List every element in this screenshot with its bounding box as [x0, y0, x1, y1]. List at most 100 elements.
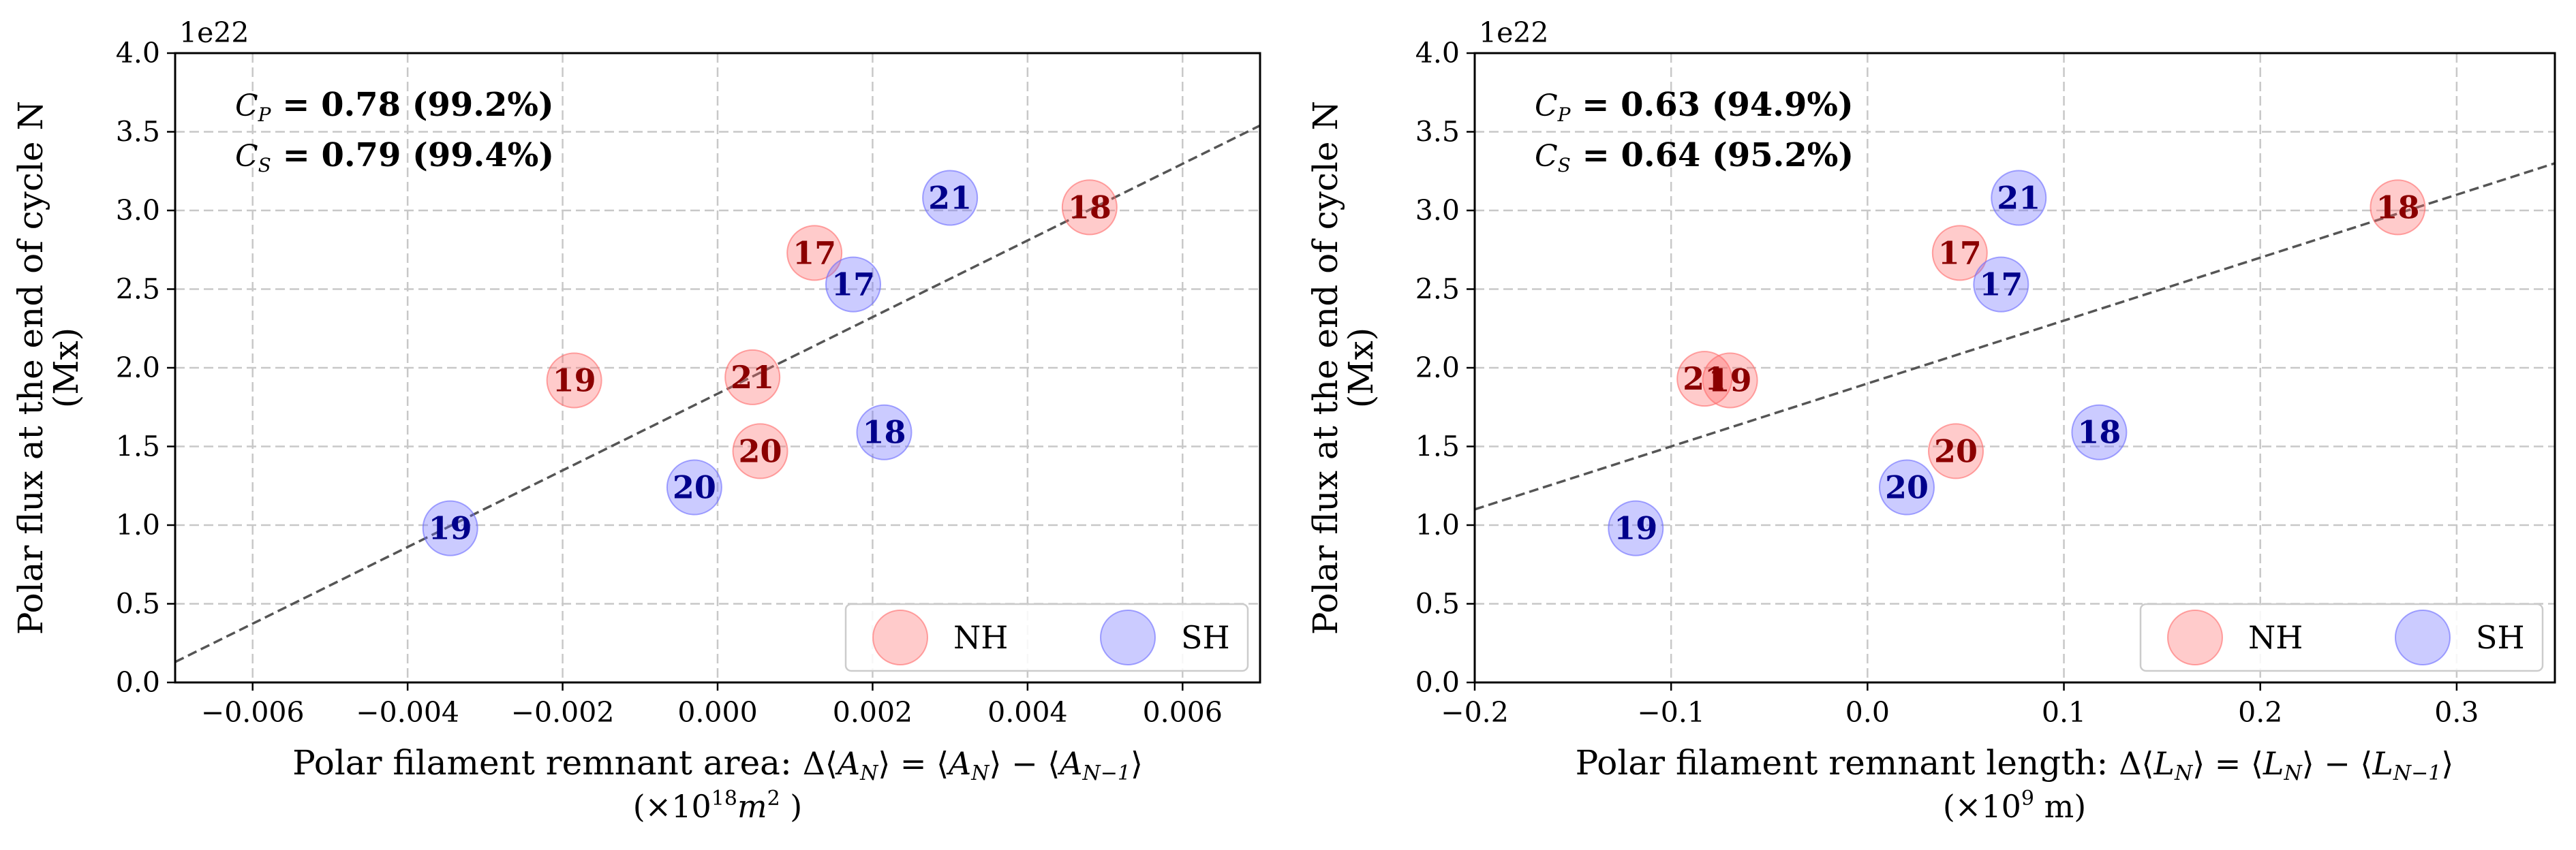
y-tick-label: 3.5 — [1415, 116, 1460, 148]
point-label-sh-21: 21 — [928, 180, 972, 217]
data-point-nh-18 — [1061, 179, 1118, 236]
x-tick-label: 0.002 — [833, 696, 913, 729]
y-tick-label: 3.0 — [116, 194, 160, 227]
x-tick-label: −0.002 — [511, 696, 615, 729]
x-axis-unit: (×109 m) — [1943, 787, 2086, 825]
y-tick-label: 1.5 — [1415, 430, 1460, 463]
legend-label-sh: SH — [1181, 619, 1230, 656]
y-offset-label: 1e22 — [1479, 16, 1549, 49]
x-axis-label: Polar filament remnant length: Δ⟨LN⟩ = ⟨… — [1576, 743, 2454, 785]
x-axis-ticks: −0.006 −0.004 −0.002 0.000 0.002 0.004 0.006 — [201, 682, 1223, 729]
y-tick-label: 2.0 — [1415, 351, 1460, 384]
data-point-sh-20 — [666, 459, 722, 516]
x-axis-ticks: −0.2 −0.1 0.0 0.1 0.2 0.3 — [1441, 682, 2479, 729]
data-point-sh-20 — [1879, 459, 1935, 516]
y-axis-unit: (Mx) — [1341, 328, 1381, 408]
chart-panel-1: 17 18 19 20 21 17 18 19 20 21 −0.006 −0.004 −0.002 0.… — [11, 16, 1261, 825]
y-tick-label: 0.0 — [1415, 666, 1460, 699]
data-point-nh-19 — [546, 352, 602, 409]
x-tick-label: 0.2 — [2238, 696, 2282, 729]
legend-box — [2139, 603, 2544, 672]
point-label-nh-19: 19 — [553, 362, 596, 398]
data-point-sh-18 — [2071, 404, 2128, 460]
y-axis-label: Polar flux at the end of cycle N — [11, 101, 50, 635]
data-point-sh-19 — [1608, 500, 1664, 556]
point-label-sh-18: 18 — [862, 414, 906, 451]
x-tick-label: 0.0 — [1845, 696, 1890, 729]
point-label-nh-20: 20 — [739, 432, 782, 469]
data-points — [422, 170, 1118, 556]
point-label-sh-20: 20 — [1885, 469, 1929, 506]
x-tick-label: −0.1 — [1637, 696, 1705, 729]
legend-label-sh: SH — [2476, 619, 2525, 656]
point-label-nh-21: 21 — [731, 359, 774, 396]
y-tick-label: 2.0 — [116, 351, 160, 384]
y-tick-label: 0.5 — [116, 588, 160, 620]
point-label-nh-21: 21 — [1683, 360, 1726, 397]
y-tick-label: 4.0 — [116, 37, 160, 69]
point-label-nh-19: 19 — [1708, 362, 1752, 398]
point-label-nh-18: 18 — [1068, 189, 1111, 225]
data-point-nh-17 — [786, 225, 843, 281]
legend: NH SH — [844, 603, 1249, 672]
regression-line — [175, 124, 1260, 663]
legend-label-nh: NH — [953, 619, 1008, 656]
point-label-sh-17: 17 — [831, 266, 875, 303]
data-points — [1608, 170, 2426, 556]
y-tick-label: 1.5 — [116, 430, 160, 463]
data-point-sh-19 — [422, 500, 478, 556]
legend-box — [844, 603, 1249, 672]
y-tick-label: 2.5 — [1415, 273, 1460, 306]
x-tick-label: −0.004 — [356, 696, 459, 729]
correlation-s: CS = 0.79 (99.4%) — [235, 136, 554, 176]
x-tick-label: −0.006 — [201, 696, 305, 729]
point-label-sh-21: 21 — [1997, 180, 2040, 217]
point-label-nh-17: 17 — [1938, 234, 1982, 271]
point-label-nh-20: 20 — [1934, 432, 1978, 469]
data-point-sh-17 — [825, 256, 881, 313]
y-axis-ticks: 0.0 0.5 1.0 1.5 2.0 2.5 3.0 3.5 4.0 — [116, 37, 175, 699]
y-tick-label: 0.0 — [116, 666, 160, 699]
data-point-nh-18 — [2370, 179, 2426, 236]
point-label-sh-20: 20 — [673, 469, 716, 506]
x-tick-label: 0.1 — [2042, 696, 2086, 729]
y-tick-label: 4.0 — [1415, 37, 1460, 69]
data-point-nh-21 — [724, 349, 781, 405]
x-axis-unit: (×1018m2 ) — [633, 787, 803, 825]
point-label-nh-18: 18 — [2376, 189, 2419, 225]
point-label-sh-17: 17 — [1979, 266, 2023, 303]
x-tick-label: −0.2 — [1441, 696, 1509, 729]
x-tick-label: 0.000 — [677, 696, 757, 729]
legend-marker-sh — [2395, 610, 2451, 665]
y-axis-ticks: 0.0 0.5 1.0 1.5 2.0 2.5 3.0 3.5 4.0 — [1415, 37, 1475, 699]
legend: NH SH — [2139, 603, 2544, 672]
data-point-sh-18 — [856, 404, 913, 460]
y-offset-label: 1e22 — [179, 16, 249, 49]
legend-marker-nh — [2167, 610, 2223, 665]
correlation-p: CP = 0.63 (94.9%) — [1535, 86, 1854, 126]
y-tick-label: 3.0 — [1415, 194, 1460, 227]
legend-marker-nh — [872, 610, 928, 665]
point-label-nh-17: 17 — [793, 234, 836, 271]
point-label-sh-19: 19 — [429, 510, 472, 547]
y-tick-label: 2.5 — [116, 273, 160, 306]
data-point-nh-21 — [1676, 351, 1733, 407]
chart-panel-2: 17 18 19 20 21 17 18 19 20 21 −0.2 −0.1 0.0 0.1 0.2 0.3… — [1306, 16, 2556, 825]
y-axis-unit: (Mx) — [46, 328, 86, 408]
y-tick-label: 0.5 — [1415, 588, 1460, 620]
data-point-nh-19 — [1702, 352, 1758, 409]
data-point-nh-20 — [732, 423, 788, 479]
legend-label-nh: NH — [2248, 619, 2303, 656]
point-label-sh-19: 19 — [1614, 510, 1657, 547]
data-point-sh-21 — [922, 170, 979, 226]
legend-marker-sh — [1100, 610, 1156, 665]
data-point-sh-17 — [1973, 256, 2029, 313]
data-point-nh-17 — [1931, 225, 1988, 281]
x-axis-label: Polar filament remnant area: Δ⟨AN⟩ = ⟨AN… — [292, 743, 1143, 785]
x-tick-label: 0.3 — [2434, 696, 2479, 729]
data-point-sh-21 — [1991, 170, 2047, 226]
correlation-p: CP = 0.78 (99.2%) — [235, 86, 554, 126]
x-tick-label: 0.004 — [987, 696, 1067, 729]
y-tick-label: 3.5 — [116, 116, 160, 148]
